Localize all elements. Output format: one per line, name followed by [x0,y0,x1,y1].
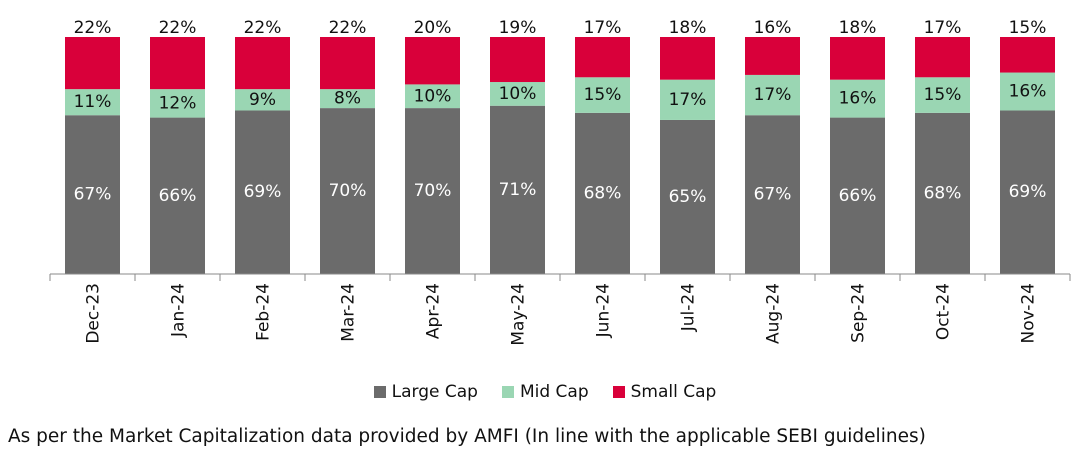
data-label: 19% [499,18,537,38]
legend-item-small-cap: Small Cap [612,382,717,402]
bar-large-cap-jan-24 [150,117,205,274]
bar-small-cap-jul-24 [660,37,715,80]
data-label: 68% [584,183,622,203]
legend-swatch [373,386,386,398]
bar-small-cap-jan-24 [150,37,205,90]
x-axis: Dec-23 Jan-24 Feb-24 Mar-24 Apr-24 May-24 Jun-… [49,273,1071,346]
data-label: 22% [74,18,112,38]
bar-large-cap-mar-24 [320,108,375,274]
bar-small-cap-apr-24 [405,37,460,85]
bar-small-cap-feb-24 [235,37,290,90]
bar-mid-cap-nov-24 [1000,72,1055,111]
bar-large-cap-sep-24 [830,117,885,274]
data-label: 16% [754,18,792,38]
bars-layer: 67% 11% 22% 66% 12% 22% 69% 9% 22% 70% 8% 22% 70% 10%… [65,18,1055,275]
x-tick-label: Sep-24 [849,283,869,343]
x-tick-label: Feb-24 [254,283,274,341]
bar-small-cap-may-24 [490,37,545,83]
data-label: 17% [584,18,622,38]
data-label: 66% [839,186,877,206]
data-label: 18% [839,18,877,38]
legend-label: Small Cap [630,382,717,402]
bar-mid-cap-sep-24 [830,79,885,118]
bar-large-cap-may-24 [490,105,545,274]
x-tick-label: Dec-23 [84,283,104,344]
bar-large-cap-jul-24 [660,119,715,274]
data-label: 8% [334,89,361,109]
data-label: 69% [1009,182,1047,202]
data-label: 12% [159,93,197,113]
data-label: 17% [754,85,792,105]
bar-small-cap-nov-24 [1000,37,1055,73]
data-label: 9% [249,90,276,110]
bar-small-cap-sep-24 [830,37,885,80]
x-tick-label: Jun-24 [594,283,614,338]
data-label: 67% [754,185,792,205]
data-label: 15% [924,85,962,105]
data-label: 18% [669,18,707,38]
bar-mid-cap-feb-24 [235,89,290,111]
x-tick-label: Mar-24 [339,283,359,342]
data-label: 70% [329,181,367,201]
x-tick-label: Apr-24 [424,283,444,339]
data-label: 68% [924,183,962,203]
data-label: 69% [244,182,282,202]
legend-item-large-cap: Large Cap [373,382,478,402]
bar-mid-cap-jan-24 [150,89,205,118]
legend-swatch [501,386,514,398]
legend-swatch [612,386,625,398]
bar-small-cap-mar-24 [320,37,375,90]
x-tick-label: Jul-24 [679,283,699,332]
data-label: 22% [244,18,282,38]
x-tick-label: Nov-24 [1019,283,1039,344]
footnote: As per the Market Capitalization data pr… [8,426,926,447]
bar-mid-cap-may-24 [490,82,545,106]
data-label: 70% [414,181,452,201]
legend-label: Large Cap [391,382,478,402]
bar-large-cap-aug-24 [745,115,800,275]
bar-mid-cap-apr-24 [405,84,460,109]
data-label: 71% [499,180,537,200]
data-label: 10% [414,86,452,106]
legend-item-mid-cap: Mid Cap [501,382,589,402]
x-tick-label: May-24 [509,283,529,346]
bar-large-cap-feb-24 [235,110,290,274]
bar-mid-cap-oct-24 [915,77,970,113]
bar-large-cap-nov-24 [1000,110,1055,274]
data-label: 65% [669,187,707,207]
bar-mid-cap-jun-24 [575,77,630,113]
x-tick-label: Oct-24 [934,283,954,340]
data-label: 66% [159,186,197,206]
bar-small-cap-oct-24 [915,37,970,78]
x-tick-label: Aug-24 [764,283,784,344]
bar-mid-cap-jul-24 [660,79,715,120]
data-label: 22% [329,18,367,38]
data-label: 22% [159,18,197,38]
data-label: 11% [74,92,112,112]
bar-mid-cap-mar-24 [320,89,375,109]
bar-large-cap-jun-24 [575,112,630,274]
data-label: 17% [924,18,962,38]
data-label: 20% [414,18,452,38]
bar-large-cap-dec-23 [65,115,120,275]
bar-mid-cap-dec-23 [65,89,120,116]
data-label: 10% [499,84,537,104]
legend: Large Cap Mid Cap Small Cap [0,380,1090,404]
legend-label: Mid Cap [519,382,589,402]
data-label: 17% [669,90,707,110]
bar-small-cap-aug-24 [745,37,800,75]
data-label: 16% [1009,82,1047,102]
data-label: 67% [74,185,112,205]
bar-small-cap-jun-24 [575,37,630,78]
data-label: 15% [584,85,622,105]
data-label: 16% [839,89,877,109]
stacked-bar-chart: 67% 11% 22% 66% 12% 22% 69% 9% 22% 70% 8% 22% 70% 10%… [49,18,1071,346]
bar-large-cap-oct-24 [915,112,970,274]
bar-small-cap-dec-23 [65,37,120,90]
bar-large-cap-apr-24 [405,108,460,274]
bar-mid-cap-aug-24 [745,74,800,116]
data-label: 15% [1009,18,1047,38]
x-tick-label: Jan-24 [169,283,189,338]
